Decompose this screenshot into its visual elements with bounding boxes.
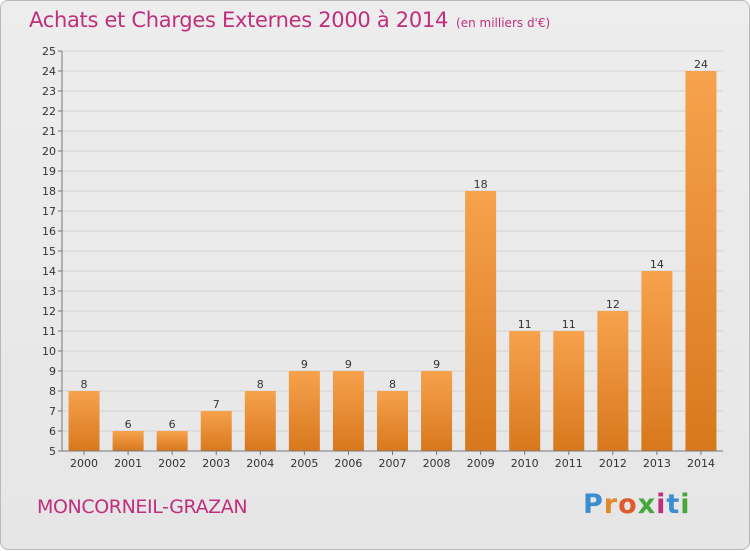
- bar-value-label: 9: [433, 358, 440, 371]
- y-tick-label: 24: [42, 65, 56, 78]
- y-tick-label: 20: [42, 145, 56, 158]
- bar: [156, 431, 188, 451]
- y-tick-label: 11: [42, 325, 56, 338]
- y-tick-label: 21: [42, 125, 56, 138]
- x-tick-label: 2004: [246, 457, 274, 470]
- proxiti-logo[interactable]: Proxiti: [583, 489, 691, 520]
- bar: [685, 71, 717, 451]
- y-tick-label: 19: [42, 165, 56, 178]
- bar-value-label: 11: [518, 318, 532, 331]
- logo-letter: i: [680, 489, 691, 520]
- y-tick-label: 25: [42, 45, 56, 58]
- bar-value-label: 12: [606, 298, 620, 311]
- x-tick-label: 2008: [423, 457, 451, 470]
- bar-value-label: 6: [125, 418, 132, 431]
- bar-value-label: 7: [213, 398, 220, 411]
- bar: [244, 391, 276, 451]
- axes: 5 6 7 8 9 10 11 12 13 14 15 16 17 18 19 20 21 22 23 24 25 200…: [42, 45, 723, 470]
- chart-title: Achats et Charges Externes 2000 à 2014 (e…: [29, 8, 550, 32]
- location-name: MONCORNEIL-GRAZAN: [37, 496, 248, 518]
- y-tick-label: 23: [42, 85, 56, 98]
- y-tick-label: 18: [42, 185, 56, 198]
- logo-letter: r: [603, 489, 619, 520]
- x-tick-label: 2003: [202, 457, 230, 470]
- x-tick-label: 2009: [467, 457, 495, 470]
- y-tick-label: 16: [42, 225, 56, 238]
- bar: [200, 411, 232, 451]
- bar: [509, 331, 541, 451]
- y-tick-label: 6: [49, 425, 56, 438]
- bar: [421, 371, 453, 451]
- bar-value-label: 11: [562, 318, 576, 331]
- x-tick-label: 2011: [555, 457, 583, 470]
- bar: [288, 371, 320, 451]
- x-tick-label: 2006: [334, 457, 362, 470]
- y-tick-label: 10: [42, 345, 56, 358]
- bar-value-label: 9: [301, 358, 308, 371]
- bar-value-label: 18: [474, 178, 488, 191]
- x-tick-label: 2010: [511, 457, 539, 470]
- x-tick-label: 2001: [114, 457, 142, 470]
- logo-letter: o: [618, 489, 638, 520]
- x-tick-label: 2014: [687, 457, 715, 470]
- bar-value-label: 24: [694, 58, 708, 71]
- x-tick-label: 2002: [158, 457, 186, 470]
- y-tick-label: 5: [49, 445, 56, 458]
- y-tick-label: 15: [42, 245, 56, 258]
- x-tick-label: 2000: [70, 457, 98, 470]
- bar-value-label: 8: [257, 378, 264, 391]
- y-tick-label: 9: [49, 365, 56, 378]
- chart-unit: (en milliers d'€): [456, 16, 551, 30]
- bar-value-label: 14: [650, 258, 664, 271]
- y-tick-label: 7: [49, 405, 56, 418]
- bar-value-label: 9: [345, 358, 352, 371]
- logo-letter: t: [666, 489, 681, 520]
- x-tick-label: 2007: [379, 457, 407, 470]
- y-tick-label: 22: [42, 105, 56, 118]
- y-tick-label: 12: [42, 305, 56, 318]
- y-tick-label: 8: [49, 385, 56, 398]
- bar: [553, 331, 585, 451]
- bar: [641, 271, 673, 451]
- logo-letter: x: [637, 489, 657, 520]
- bar: [377, 391, 408, 451]
- bar: [465, 191, 497, 451]
- bar-value-label: 6: [169, 418, 176, 431]
- bar: [597, 311, 629, 451]
- bar-value-label: 8: [389, 378, 396, 391]
- bar: [332, 371, 364, 451]
- chart-title-text: Achats et Charges Externes 2000 à 2014: [29, 8, 449, 32]
- logo-letter: P: [583, 489, 604, 520]
- y-tick-label: 17: [42, 205, 56, 218]
- bar: [68, 391, 100, 451]
- x-tick-label: 2012: [599, 457, 627, 470]
- y-tick-label: 13: [42, 285, 56, 298]
- bar: [112, 431, 144, 451]
- logo-letter: i: [656, 489, 667, 520]
- x-tick-label: 2005: [290, 457, 318, 470]
- x-tick-label: 2013: [643, 457, 671, 470]
- y-tick-label: 14: [42, 265, 56, 278]
- bars: 8 6 6 7 8 9 9 8 9 18 11 11 12 14 24: [68, 58, 717, 451]
- bar-value-label: 8: [81, 378, 88, 391]
